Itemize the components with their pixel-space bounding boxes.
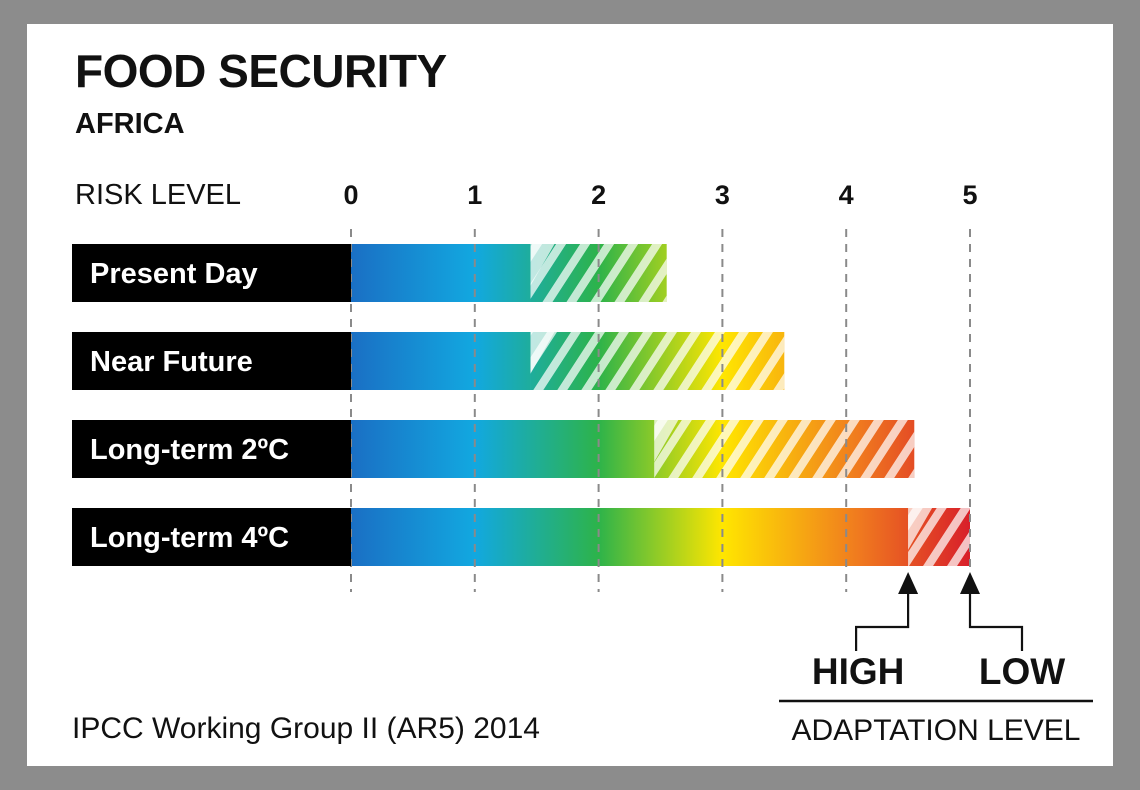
row-labels-layer: Present Day Near Future Long-term 2ºC Long-… xyxy=(72,244,351,566)
high-arrow-line xyxy=(855,592,910,651)
source-note: IPCC Working Group II (AR5) 2014 xyxy=(72,712,540,745)
bar-boundary-wedge xyxy=(654,420,679,462)
bars-layer xyxy=(351,244,970,566)
row-label-box xyxy=(72,332,351,390)
bar-low-adaptation-hatch xyxy=(530,244,667,302)
risk-chart: 0 1 2 3 4 5 Present Day Near Future Long-term 2… xyxy=(72,180,1093,747)
high-arrow-head xyxy=(898,572,919,594)
tick-label: 3 xyxy=(715,180,730,210)
bar-high-adaptation xyxy=(351,244,531,302)
tick-label: 4 xyxy=(839,180,854,210)
tick-label: 5 xyxy=(962,180,977,210)
bar-boundary-wedge xyxy=(530,244,555,286)
legend-title: ADAPTATION LEVEL xyxy=(792,714,1081,747)
chart-card: FOOD SECURITY AFRICA RISK LEVEL IPCC Wor… xyxy=(27,24,1113,766)
row-label: Present Day xyxy=(90,258,258,290)
bar-boundary-wedge xyxy=(908,508,933,550)
bar-low-adaptation-hatch xyxy=(654,420,915,478)
bar-high-adaptation xyxy=(351,420,655,478)
low-arrow-head xyxy=(960,572,980,594)
row-label: Near Future xyxy=(90,346,253,378)
row-label: Long-term 2ºC xyxy=(90,434,289,466)
tick-label: 1 xyxy=(467,180,482,210)
bar-boundary-wedge xyxy=(530,332,555,374)
tick-label: 2 xyxy=(591,180,606,210)
bar-high-adaptation xyxy=(351,508,909,566)
bar-low-adaptation-hatch xyxy=(530,332,785,390)
x-axis-label: RISK LEVEL xyxy=(75,179,242,211)
bar-high-adaptation xyxy=(351,332,531,390)
legend-entry-low: LOW xyxy=(979,651,1065,692)
legend-entry-high: HIGH xyxy=(812,651,905,692)
low-arrow-line xyxy=(968,592,1024,651)
tick-label: 0 xyxy=(343,180,358,210)
tick-labels-layer: 0 1 2 3 4 5 xyxy=(343,180,977,210)
adaptation-legend: HIGH LOW ADAPTATION LEVEL xyxy=(779,572,1093,747)
row-label-box xyxy=(72,244,351,302)
row-label-box xyxy=(72,420,351,478)
chart-title: FOOD SECURITY xyxy=(75,45,447,97)
chart-subtitle: AFRICA xyxy=(75,108,185,140)
row-label: Long-term 4ºC xyxy=(90,522,289,554)
row-label-box xyxy=(72,508,351,566)
